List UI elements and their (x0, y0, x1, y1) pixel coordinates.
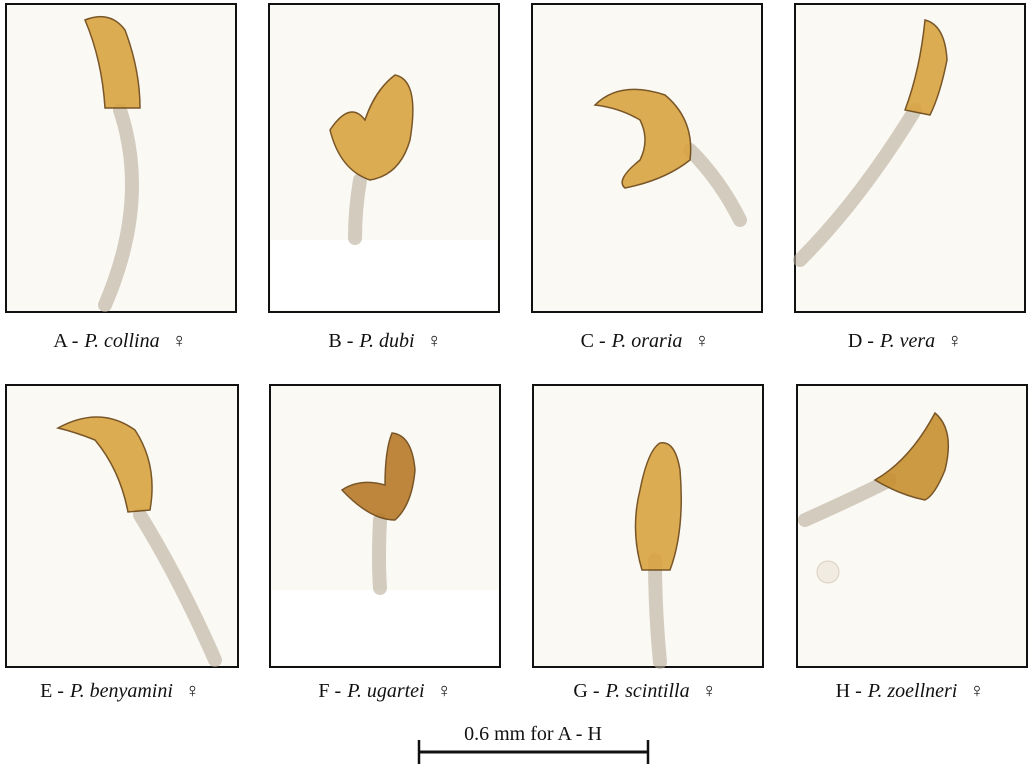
figure-plate: A -P. collina♀B -P. dubi♀C -P. oraria♀D … (0, 0, 1028, 768)
label-sex: ♀ (947, 330, 962, 352)
panel-label: E -P. benyamini ♀ (40, 680, 200, 702)
image-frame (795, 4, 1025, 312)
panel-b (269, 4, 499, 312)
label-sex: ♀ (437, 680, 452, 702)
label-name: P. vera (879, 330, 935, 352)
specimen-stem (379, 520, 380, 588)
panel-label: C -P. oraria ♀ (581, 330, 710, 352)
panel-g (533, 385, 763, 667)
scale-label: 0.6 mm for A - H (464, 723, 602, 745)
panel-label: H -P. zoellneri ♀ (836, 680, 985, 702)
label-name: P. zoellneri (867, 680, 958, 702)
label-prefix: B - (328, 330, 353, 352)
label-name: P. dubi (358, 330, 414, 352)
panel-c (532, 4, 762, 312)
label-name: P. collina (83, 330, 159, 352)
specimen-stem (355, 180, 360, 238)
label-prefix: C - (581, 330, 606, 352)
panel-label: A -P. collina ♀ (53, 330, 186, 352)
panel-label: D -P. vera ♀ (848, 330, 962, 352)
label-name: P. benyamini (69, 680, 173, 702)
blank-area (271, 240, 497, 310)
panel-label: B -P. dubi ♀ (328, 330, 441, 352)
label-name: P. oraria (611, 330, 683, 352)
panel-h (797, 385, 1027, 667)
panel-label: G - P. scintilla ♀ (573, 680, 716, 702)
label-sex: ♀ (694, 330, 709, 352)
panel-f (270, 385, 500, 667)
label-sex: ♀ (969, 680, 984, 702)
label-sex: ♀ (172, 330, 187, 352)
bubble (817, 561, 839, 583)
specimen-stem (655, 560, 660, 662)
label-sex: ♀ (702, 680, 717, 702)
label-prefix: D - (848, 330, 874, 352)
label-prefix: G - (573, 680, 599, 702)
label-prefix: H - (836, 680, 862, 702)
label-sex: ♀ (185, 680, 200, 702)
panel-e (6, 385, 238, 667)
panel-d (795, 4, 1025, 312)
label-prefix: A - (53, 330, 78, 352)
image-frame (797, 385, 1027, 667)
label-name: P. ugartei (346, 680, 424, 702)
label-prefix: F - (318, 680, 341, 702)
label-prefix: E - (40, 680, 64, 702)
blank-area (272, 590, 498, 665)
label-sex: ♀ (427, 330, 442, 352)
panel-a (6, 4, 236, 312)
scale-bar: 0.6 mm for A - H (419, 723, 648, 764)
panel-label: F -P. ugartei ♀ (318, 680, 451, 702)
label-name: P. scintilla (605, 680, 690, 702)
